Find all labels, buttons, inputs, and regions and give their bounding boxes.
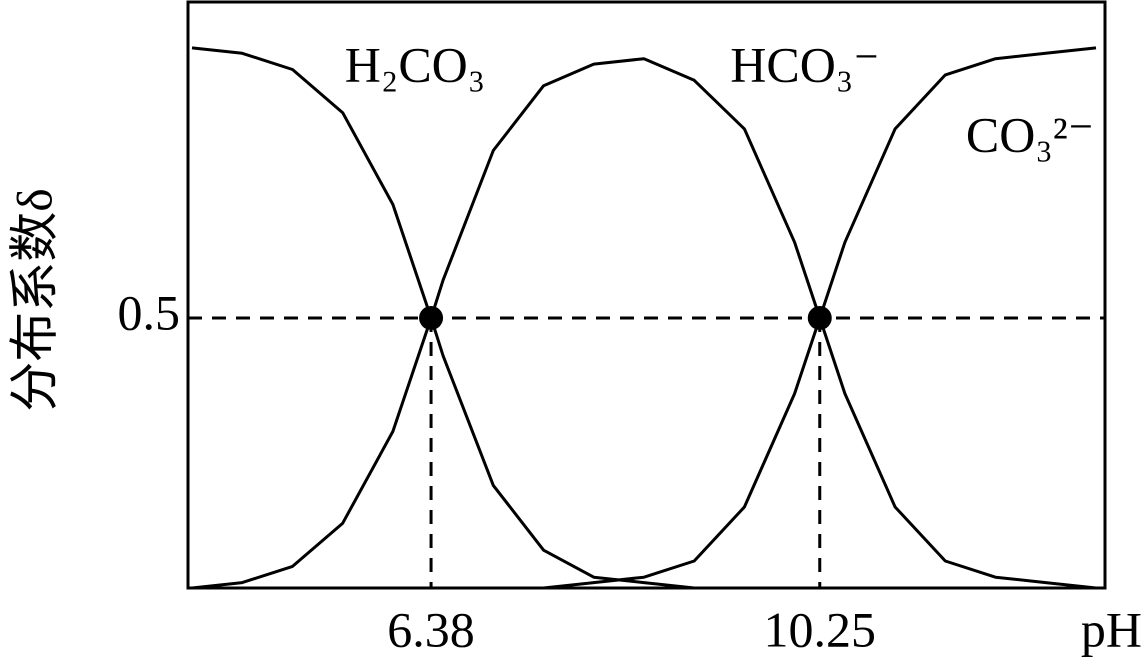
- crossing-point: [419, 305, 444, 330]
- plot-frame: [186, 0, 1107, 590]
- series-line: [192, 46, 1097, 590]
- series-label: HCO₃⁻: [730, 36, 879, 92]
- series-label: CO₃²⁻: [966, 106, 1094, 162]
- series-label: H₂CO₃: [345, 36, 485, 92]
- series-line: [191, 46, 1096, 590]
- y-axis-label: 分布系数δ: [6, 188, 62, 412]
- x-tick-label: 10.25: [764, 601, 877, 657]
- y-tick-label: 0.5: [118, 284, 181, 340]
- series-line: [191, 57, 1097, 590]
- crossing-point: [807, 305, 832, 330]
- x-tick-label: 6.38: [387, 601, 475, 657]
- x-axis-label: pH: [1081, 601, 1142, 657]
